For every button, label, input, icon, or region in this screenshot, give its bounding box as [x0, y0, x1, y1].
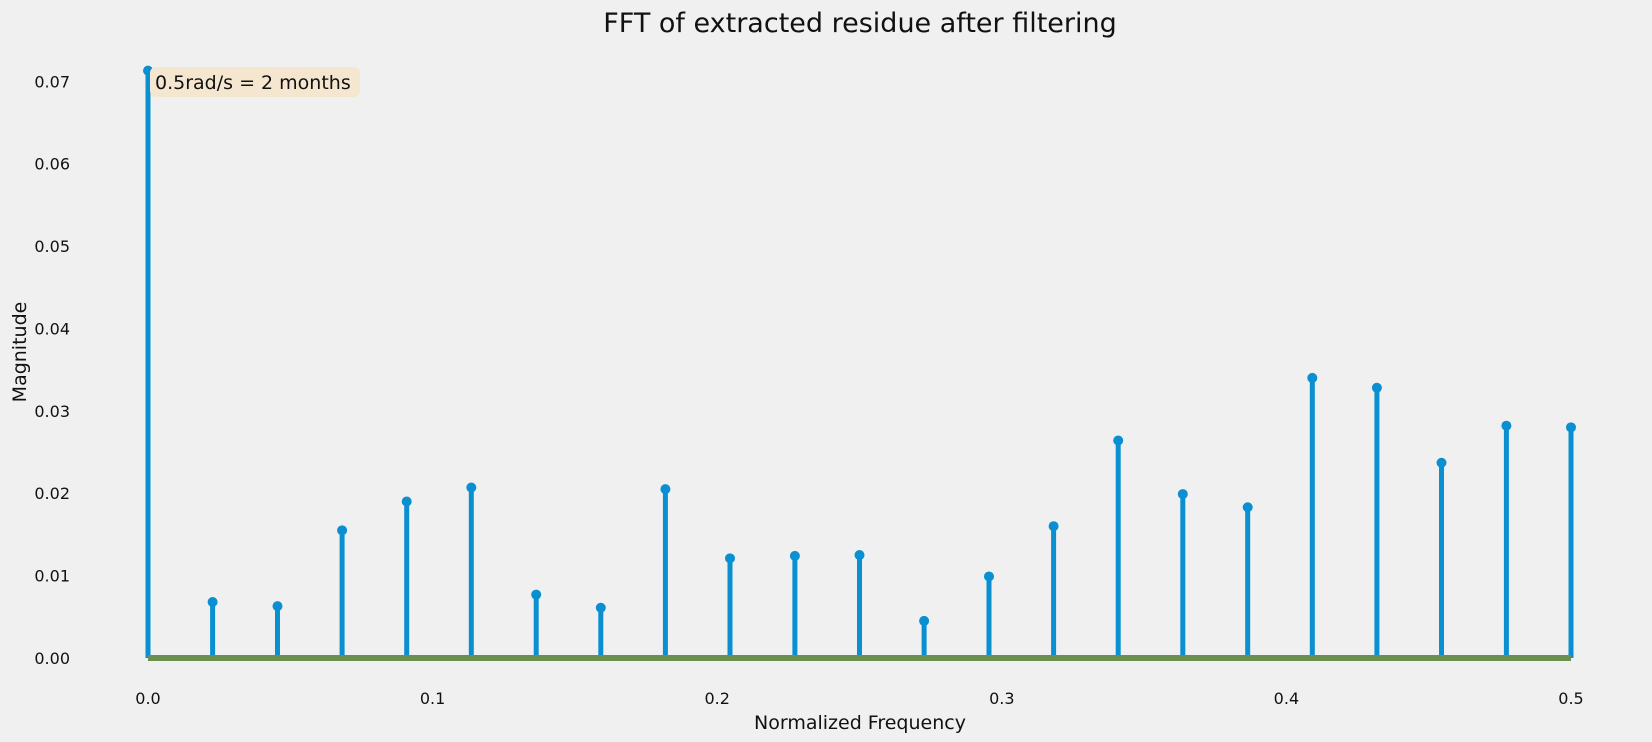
- stem-marker: [983, 571, 994, 582]
- stem-marker: [725, 553, 736, 564]
- y-tick-label: 0.00: [34, 649, 70, 668]
- stem-marker: [1566, 422, 1576, 433]
- x-tick-label: 0.0: [135, 689, 160, 708]
- stem-marker: [1436, 457, 1447, 468]
- x-tick-label: 0.4: [1274, 689, 1299, 708]
- y-tick-label: 0.06: [34, 155, 70, 174]
- y-axis-ticks: 0.00 0.01 0.02 0.03 0.04 0.05 0.06 0.07: [34, 72, 70, 668]
- stem-marker: [1242, 502, 1253, 513]
- x-tick-label: 0.1: [420, 689, 445, 708]
- x-tick-label: 0.5: [1558, 689, 1583, 708]
- stem-marker: [789, 550, 800, 561]
- stem-marker: [272, 601, 283, 612]
- chart-title: FFT of extracted residue after filtering: [603, 8, 1117, 39]
- x-axis-ticks: 0.0 0.1 0.2 0.3 0.4 0.5: [135, 689, 1583, 708]
- stem-marker: [207, 596, 218, 607]
- stem-marker: [1048, 521, 1059, 532]
- annotation-text: 0.5rad/s = 2 months: [155, 72, 351, 94]
- y-tick-label: 0.07: [34, 72, 70, 91]
- y-tick-label: 0.01: [34, 567, 70, 586]
- stem-marker: [531, 589, 542, 600]
- stem-marker: [919, 615, 930, 626]
- y-tick-label: 0.03: [34, 402, 70, 421]
- y-axis-label: Magnitude: [9, 302, 31, 403]
- stem-marker: [1501, 420, 1512, 431]
- stem-marker: [1307, 372, 1318, 383]
- y-tick-label: 0.05: [34, 237, 70, 256]
- stem-marker: [401, 496, 412, 507]
- stem-marker: [854, 550, 865, 561]
- stem-series: [143, 65, 1576, 661]
- x-tick-label: 0.2: [704, 689, 729, 708]
- x-axis-label: Normalized Frequency: [754, 712, 966, 734]
- stem-marker: [466, 482, 477, 493]
- stem-marker: [660, 484, 671, 495]
- stem-marker: [1113, 435, 1124, 446]
- stem-marker: [595, 602, 606, 613]
- y-tick-label: 0.02: [34, 484, 70, 503]
- x-tick-label: 0.3: [989, 689, 1014, 708]
- annotation-background: [150, 67, 360, 97]
- stem-marker: [337, 525, 348, 536]
- stem-marker: [1371, 382, 1382, 393]
- stem-marker: [1177, 489, 1188, 500]
- annotation-box: 0.5rad/s = 2 months: [150, 67, 360, 97]
- y-tick-label: 0.04: [34, 319, 70, 338]
